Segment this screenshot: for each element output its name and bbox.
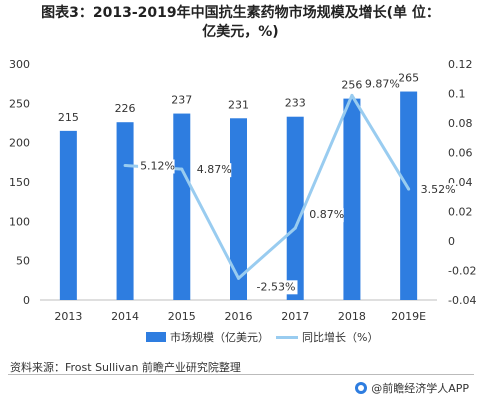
- y-left-tick-label: 100: [9, 215, 30, 228]
- bar: [59, 130, 77, 300]
- bar-value-label: 231: [228, 98, 249, 111]
- growth-value-label: 9.87%: [365, 77, 400, 90]
- bar-value-label: 215: [58, 111, 79, 124]
- legend-bar-swatch: [146, 332, 166, 342]
- chart-axes: 050100150200250300-0.04-0.0200.020.040.0…: [9, 58, 476, 323]
- x-tick-label: 2018: [338, 310, 366, 323]
- x-tick-label: 2016: [225, 310, 253, 323]
- growth-label-bg: [194, 163, 232, 178]
- y-left-tick-label: 0: [23, 294, 30, 307]
- growth-point: [180, 167, 184, 171]
- y-right-tick-label: 0: [448, 235, 455, 248]
- y-right-tick-label: 0.12: [448, 58, 473, 71]
- growth-label-bg: [307, 208, 344, 223]
- combo-chart: 050100150200250300-0.04-0.0200.020.040.0…: [9, 58, 476, 323]
- chart-title: 图表3：2013-2019年中国抗生素药物市场规模及增长(单 位： 亿美元，%): [0, 4, 481, 42]
- growth-point: [293, 226, 297, 230]
- footer-divider: [8, 374, 474, 375]
- data-labels: 215 226 237 231 233 256 265 5.12% 4.87% -2.53% 0.8…: [58, 72, 456, 295]
- brand-logo-icon: [355, 382, 368, 394]
- bar: [230, 118, 247, 300]
- bar-value-label: 256: [341, 79, 362, 92]
- bar-value-label: 265: [398, 72, 419, 85]
- x-tick-label: 2013: [54, 310, 82, 323]
- growth-value-label: 5.12%: [140, 159, 175, 172]
- growth-point: [123, 163, 127, 167]
- legend-item-line: 同比增长（%）: [276, 329, 378, 345]
- bar-value-label: 226: [115, 102, 136, 115]
- growth-value-label: -2.53%: [257, 280, 296, 293]
- source-note: 资料来源：Frost Sullivan 前瞻产业研究院整理: [10, 361, 241, 374]
- line-series: [123, 93, 411, 280]
- growth-label-bg: [254, 280, 298, 295]
- growth-point: [350, 93, 354, 97]
- y-left-tick-label: 300: [9, 58, 30, 71]
- brand-credit: @前瞻经济学人APP: [355, 380, 469, 396]
- y-right-tick-label: -0.04: [448, 294, 476, 307]
- bar: [400, 91, 418, 301]
- y-right-tick-label: 0.1: [448, 88, 466, 101]
- bar: [343, 98, 361, 300]
- growth-line: [124, 93, 410, 280]
- brand-text: @前瞻经济学人APP: [371, 382, 469, 395]
- y-right-tick-label: 0.08: [448, 117, 473, 130]
- growth-point: [237, 276, 240, 280]
- growth-value-label: 4.87%: [197, 163, 232, 176]
- growth-label-bg: [138, 159, 175, 174]
- bar: [173, 113, 191, 300]
- y-left-tick-label: 250: [9, 97, 30, 110]
- x-tick-label: 2019E: [391, 310, 426, 323]
- bar-value-label: 233: [285, 97, 306, 110]
- x-tick-label: 2014: [111, 310, 139, 323]
- x-tick-label: 2015: [168, 310, 196, 323]
- bar-value-label: 237: [171, 94, 192, 107]
- x-tick-label: 2017: [281, 310, 309, 323]
- chart-legend: 市场规模（亿美元） 同比增长（%）: [0, 329, 481, 347]
- legend-line-swatch: [276, 335, 298, 339]
- legend-line-label: 同比增长（%）: [302, 331, 379, 344]
- bar: [286, 116, 304, 300]
- chart-title-line-1: 图表3：2013-2019年中国抗生素药物市场规模及增长(单 位：: [41, 5, 440, 21]
- growth-value-label: 3.52%: [421, 183, 456, 196]
- y-left-tick-label: 200: [9, 137, 30, 150]
- growth-label-bg: [362, 77, 400, 92]
- bar-series: [59, 91, 418, 301]
- y-left-tick-label: 150: [9, 176, 30, 189]
- legend-item-bar: 市场规模（亿美元）: [146, 329, 269, 345]
- legend-bar-label: 市场规模（亿美元）: [170, 331, 269, 344]
- y-right-tick-label: 0.02: [448, 206, 473, 219]
- y-right-tick-label: -0.02: [448, 265, 476, 278]
- y-left-tick-label: 50: [16, 255, 30, 268]
- chart-title-line-2: 亿美元，%): [202, 24, 279, 40]
- growth-point: [407, 187, 411, 191]
- growth-label-bg: [418, 183, 456, 198]
- growth-value-label: 0.87%: [309, 208, 344, 221]
- bar: [116, 122, 134, 300]
- y-right-tick-label: 0.06: [448, 147, 473, 160]
